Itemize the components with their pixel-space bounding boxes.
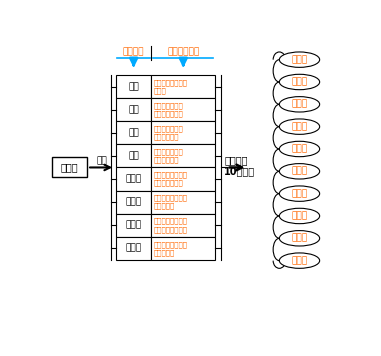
Bar: [116, 145, 152, 167]
Bar: [152, 145, 215, 167]
Text: 水工程: 水工程: [291, 145, 307, 153]
Text: 交叉组合: 交叉组合: [224, 155, 248, 165]
Text: 水法规政策宣传、
水知识普及: 水法规政策宣传、 水知识普及: [154, 195, 188, 209]
Text: 理学: 理学: [128, 82, 139, 91]
Ellipse shape: [279, 96, 320, 112]
Text: 水利发展史、河流
历史演变、水文化: 水利发展史、河流 历史演变、水文化: [154, 218, 188, 232]
Text: 学科门类: 学科门类: [123, 47, 144, 57]
Text: 医学: 医学: [128, 151, 139, 161]
Text: 水信息: 水信息: [291, 234, 307, 243]
Bar: [116, 75, 152, 98]
Text: 水科学: 水科学: [61, 162, 78, 172]
Text: 水经济: 水经济: [291, 167, 307, 176]
Bar: [116, 167, 152, 190]
Ellipse shape: [279, 74, 320, 90]
Text: 水文化: 水文化: [291, 211, 307, 220]
Bar: [51, 157, 87, 178]
Bar: [152, 121, 215, 145]
Text: 水环境与人体健
康关系与调控: 水环境与人体健 康关系与调控: [154, 148, 184, 163]
Text: 水资源: 水资源: [291, 78, 307, 87]
Text: 农学: 农学: [128, 128, 139, 137]
Ellipse shape: [279, 253, 320, 268]
Ellipse shape: [279, 186, 320, 201]
Ellipse shape: [279, 164, 320, 179]
Ellipse shape: [279, 52, 320, 67]
Ellipse shape: [279, 141, 320, 157]
Text: 经济学: 经济学: [126, 174, 142, 183]
Text: 水资源开发利用
保护、工程规划: 水资源开发利用 保护、工程规划: [154, 103, 184, 117]
Text: 涉及: 涉及: [96, 156, 107, 165]
Text: 水土资源开发利
用、节水灌溉: 水土资源开发利 用、节水灌溉: [154, 125, 184, 140]
Text: 水物理、化学、地
理特征: 水物理、化学、地 理特征: [154, 79, 188, 94]
Bar: [116, 237, 152, 260]
Text: 水系统优化分配、
可持续管理: 水系统优化分配、 可持续管理: [154, 241, 188, 256]
Bar: [152, 190, 215, 214]
Text: 水价、水市场与水
交易、水利监济: 水价、水市场与水 交易、水利监济: [154, 172, 188, 187]
Bar: [152, 237, 215, 260]
Ellipse shape: [279, 231, 320, 246]
Ellipse shape: [279, 208, 320, 224]
Text: 研究内容举例: 研究内容举例: [167, 47, 199, 57]
Text: 历史学: 历史学: [126, 221, 142, 230]
Text: 水环境: 水环境: [291, 100, 307, 109]
Bar: [116, 214, 152, 237]
Bar: [152, 167, 215, 190]
Text: 水法律: 水法律: [291, 189, 307, 198]
Bar: [116, 190, 152, 214]
Bar: [152, 98, 215, 121]
Text: 工学: 工学: [128, 105, 139, 114]
Bar: [152, 214, 215, 237]
Bar: [116, 121, 152, 145]
Text: 10个方面: 10个方面: [224, 166, 255, 176]
Text: 管理学: 管理学: [126, 244, 142, 253]
Ellipse shape: [279, 119, 320, 134]
Text: 水教育: 水教育: [291, 256, 307, 265]
Bar: [116, 98, 152, 121]
Text: 水安全: 水安全: [291, 122, 307, 131]
Text: 水文学: 水文学: [291, 55, 307, 64]
Bar: [152, 75, 215, 98]
Text: 教育学: 教育学: [126, 198, 142, 206]
